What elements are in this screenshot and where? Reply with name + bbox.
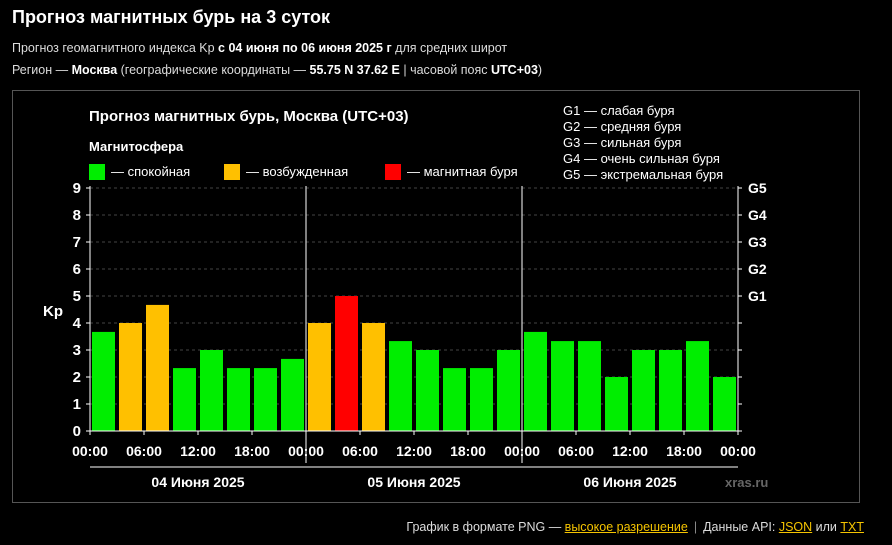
- footer-separator: |: [693, 520, 698, 534]
- forecast-description: Прогноз геомагнитного индекса Kp с 04 ию…: [12, 41, 507, 55]
- x-tick-label-13: 00:00: [720, 443, 756, 459]
- right-tick-label-g4: G4: [748, 207, 767, 223]
- forecast-description-suffix: для средних широт: [391, 41, 508, 55]
- bar-16: [497, 350, 520, 431]
- bar-21: [632, 350, 655, 431]
- x-tick-label-9: 00:00: [504, 443, 540, 459]
- bar-18: [551, 341, 574, 431]
- bar-3: [146, 304, 169, 431]
- region-info: Регион — Москва (географические координа…: [12, 63, 542, 77]
- storm-scale-item-1: G1 — слабая буря: [563, 103, 675, 118]
- bar-24: [713, 377, 736, 431]
- region-city: Москва: [71, 63, 118, 77]
- watermark: xras.ru: [725, 475, 768, 490]
- day-label-3: 06 Июня 2025: [583, 474, 676, 490]
- x-tick-label-12: 18:00: [666, 443, 702, 459]
- txt-link[interactable]: TXT: [840, 520, 864, 534]
- bar-23: [686, 341, 709, 431]
- y-tick-label-8: 8: [73, 207, 81, 224]
- y-tick-label-5: 5: [73, 288, 81, 305]
- footer-png-text: График в формате PNG —: [406, 520, 565, 534]
- bar-8: [281, 358, 304, 431]
- bar-13: [416, 350, 439, 431]
- legend-title: Магнитосфера: [89, 139, 184, 154]
- bar-9: [308, 323, 331, 431]
- high-resolution-link[interactable]: высокое разрешение: [564, 520, 688, 534]
- right-tick-label-g2: G2: [748, 261, 767, 277]
- legend-swatch-2: [224, 164, 240, 180]
- storm-scale-item-3: G3 — сильная буря: [563, 135, 681, 150]
- bar-22: [659, 350, 682, 431]
- x-tick-label-7: 12:00: [396, 443, 432, 459]
- x-tick-label-8: 18:00: [450, 443, 486, 459]
- json-link[interactable]: JSON: [778, 520, 813, 534]
- x-tick-label-6: 06:00: [342, 443, 378, 459]
- legend-label-1: — спокойная: [111, 164, 190, 179]
- region-info-end: ): [537, 63, 543, 77]
- bar-4: [173, 368, 196, 431]
- day-label-2: 05 Июня 2025: [367, 474, 460, 490]
- x-tick-label-2: 06:00: [126, 443, 162, 459]
- forecast-date-range: с 04 июня по 06 июня 2025 г: [218, 41, 392, 55]
- footer: График в формате PNG — высокое разрешени…: [406, 520, 864, 534]
- bar-20: [605, 377, 628, 431]
- bar-10: [335, 296, 358, 431]
- bar-15: [470, 368, 493, 431]
- bar-19: [578, 341, 601, 431]
- y-tick-label-7: 7: [73, 234, 81, 251]
- right-tick-label-g5: G5: [748, 180, 767, 196]
- footer-api-text: Данные API:: [703, 520, 779, 534]
- storm-scale-item-2: G2 — средняя буря: [563, 119, 681, 134]
- y-tick-label-4: 4: [73, 315, 82, 332]
- legend-swatch-3: [385, 164, 401, 180]
- region-prefix: Регион —: [12, 63, 72, 77]
- x-tick-label-10: 06:00: [558, 443, 594, 459]
- bar-17: [524, 331, 547, 431]
- x-tick-label-11: 12:00: [612, 443, 648, 459]
- region-coords-prefix: (географические координаты —: [117, 63, 310, 77]
- bar-14: [443, 368, 466, 431]
- legend-label-3: — магнитная буря: [407, 164, 518, 179]
- y-tick-label-3: 3: [73, 342, 81, 359]
- region-coords: 55.75 N 37.62 E: [309, 63, 400, 77]
- y-tick-label-0: 0: [73, 423, 81, 440]
- bar-6: [227, 368, 250, 431]
- bar-11: [362, 323, 385, 431]
- bar-12: [389, 341, 412, 431]
- x-tick-label-4: 18:00: [234, 443, 270, 459]
- page-title: Прогноз магнитных бурь на 3 суток: [12, 7, 331, 27]
- right-tick-label-g3: G3: [748, 234, 767, 250]
- y-axis-label: Kp: [43, 303, 63, 320]
- region-timezone: UTC+03: [491, 63, 538, 77]
- region-tz-prefix: | часовой пояс: [399, 63, 491, 77]
- day-label-1: 04 Июня 2025: [151, 474, 244, 490]
- y-tick-label-1: 1: [73, 396, 81, 413]
- bar-5: [200, 350, 223, 431]
- right-tick-label-g1: G1: [748, 288, 767, 304]
- bar-1: [92, 331, 115, 431]
- chart-title: Прогноз магнитных бурь, Москва (UTC+03): [89, 108, 409, 125]
- x-tick-label-1: 00:00: [72, 443, 108, 459]
- bar-2: [119, 323, 142, 431]
- kp-forecast-chart: Прогноз магнитных бурь, Москва (UTC+03) М…: [43, 103, 768, 490]
- chart-frame: Прогноз магнитных бурь, Москва (UTC+03) М…: [12, 90, 860, 503]
- legend-swatch-1: [89, 164, 105, 180]
- x-tick-label-5: 00:00: [288, 443, 324, 459]
- forecast-description-prefix: Прогноз геомагнитного индекса Kp: [12, 41, 219, 55]
- footer-or-text: или: [812, 520, 841, 534]
- y-tick-label-6: 6: [73, 261, 81, 278]
- y-tick-label-2: 2: [73, 369, 81, 386]
- x-tick-label-3: 12:00: [180, 443, 216, 459]
- storm-scale-item-4: G4 — очень сильная буря: [563, 151, 720, 166]
- y-tick-label-9: 9: [73, 180, 81, 197]
- legend-label-2: — возбужденная: [246, 164, 348, 179]
- bar-7: [254, 368, 277, 431]
- storm-scale-item-5: G5 — экстремальная буря: [563, 167, 723, 182]
